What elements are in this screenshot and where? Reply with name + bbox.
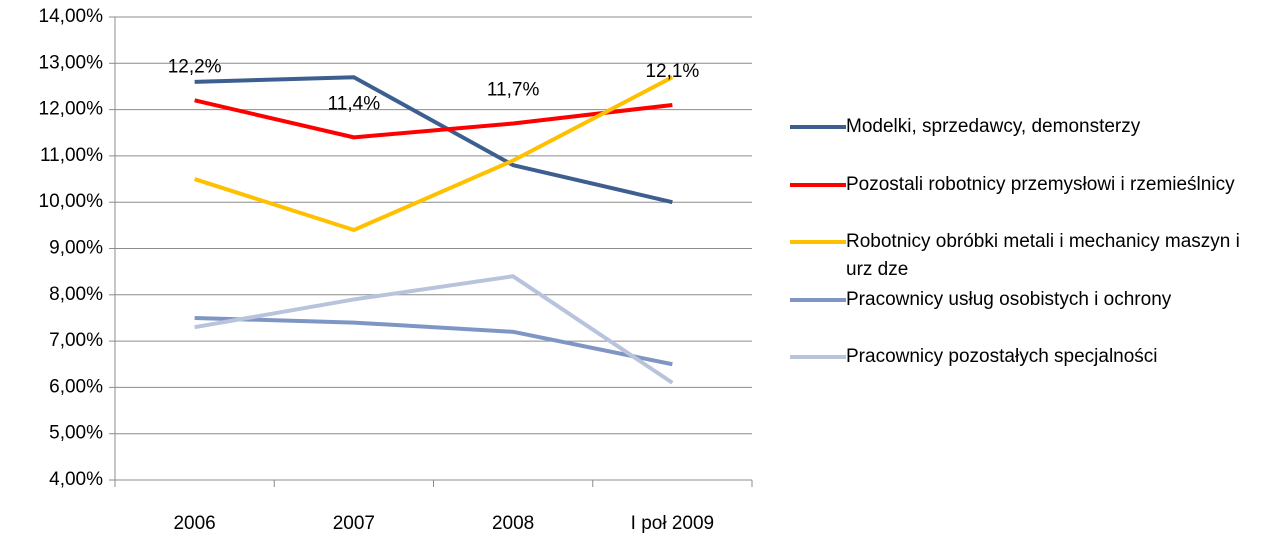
legend-swatch (790, 182, 846, 187)
legend-item: Pracownicy usług osobistych i ochrony (790, 286, 1270, 314)
x-tick-label: 2008 (492, 513, 534, 534)
y-tick-label: 5,00% (49, 423, 103, 444)
y-tick-label: 6,00% (49, 376, 103, 397)
data-label: 12,1% (645, 61, 699, 82)
legend-item: Robotnicy obróbki metali i mechanicy mas… (790, 228, 1270, 284)
legend-label: Modelki, sprzedawcy, demonsterzy (846, 116, 1141, 137)
legend-item: Pozostali robotnicy przemysłowi i rzemie… (790, 171, 1270, 199)
y-tick-label: 10,00% (39, 191, 104, 212)
legend-swatch (790, 297, 846, 302)
y-tick-label: 8,00% (49, 284, 103, 305)
data-label: 12,2% (168, 56, 222, 77)
series-line (194, 274, 674, 385)
series-line (194, 315, 673, 367)
legend-swatch (790, 125, 846, 129)
legend-item: Modelki, sprzedawcy, demonsterzy (790, 113, 1270, 141)
y-tick-label: 11,00% (40, 145, 103, 166)
series-line (194, 75, 673, 205)
legend-label: Robotnicy obróbki metali i mechanicy mas… (846, 231, 1240, 280)
legend-label: Pracownicy pozostałych specjalności (846, 346, 1158, 367)
y-tick-label: 4,00% (49, 469, 103, 490)
series-line (194, 98, 673, 140)
x-tick-label: I poł 2009 (631, 513, 714, 534)
y-tick-label: 7,00% (49, 330, 103, 351)
series-line (194, 75, 674, 232)
y-tick-label: 14,00% (39, 6, 104, 27)
y-tick-label: 9,00% (49, 238, 103, 259)
legend-swatch (790, 355, 846, 359)
data-label: 11,4% (328, 93, 381, 114)
legend-swatch (790, 240, 846, 244)
y-tick-label: 12,00% (39, 99, 104, 120)
data-label: 11,7% (487, 80, 540, 101)
x-tick-label: 2007 (333, 513, 375, 534)
x-tick-label: 2006 (173, 513, 215, 534)
y-tick-label: 13,00% (39, 52, 104, 73)
legend-item: Pracownicy pozostałych specjalności (790, 343, 1270, 371)
legend-label: Pozostali robotnicy przemysłowi i rzemie… (846, 173, 1235, 195)
legend-label: Pracownicy usług osobistych i ochrony (846, 288, 1172, 310)
